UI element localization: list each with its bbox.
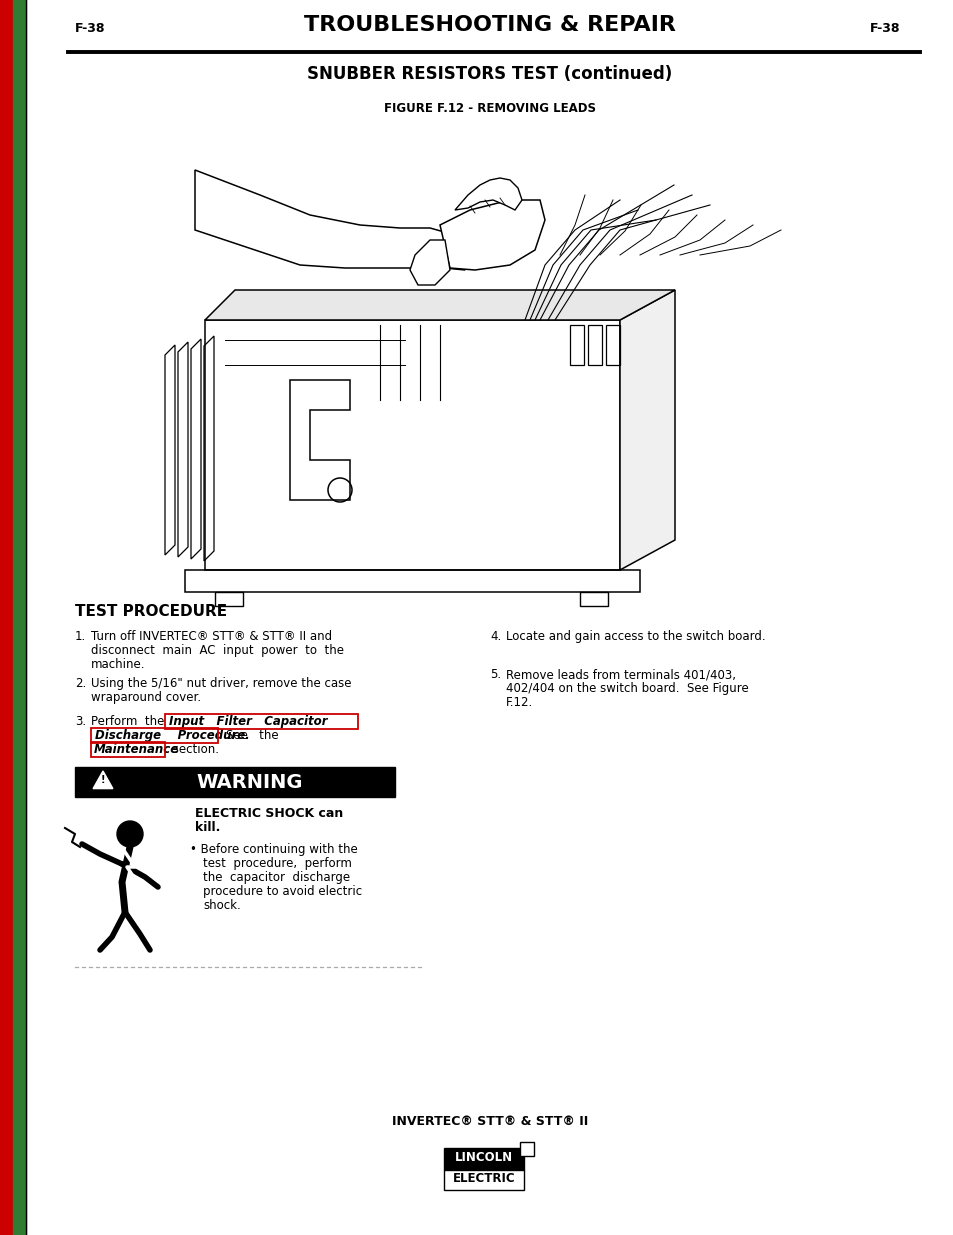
Text: TEST PROCEDURE: TEST PROCEDURE <box>75 604 227 619</box>
Text: wraparound cover.: wraparound cover. <box>91 692 201 704</box>
Polygon shape <box>93 771 112 789</box>
Text: Return to Master TOC: Return to Master TOC <box>14 829 24 911</box>
Text: INVERTEC® STT® & STT® II: INVERTEC® STT® & STT® II <box>392 1115 587 1128</box>
Bar <box>75 767 395 797</box>
Text: 402/404 on the switch board.  See Figure: 402/404 on the switch board. See Figure <box>505 682 748 695</box>
Text: F.12.: F.12. <box>505 697 533 709</box>
Text: 5.: 5. <box>490 668 500 680</box>
Text: LINCOLN: LINCOLN <box>455 1151 513 1165</box>
Bar <box>519 1142 534 1156</box>
Text: WARNING: WARNING <box>196 773 303 792</box>
Polygon shape <box>194 170 464 270</box>
Polygon shape <box>205 290 675 320</box>
Text: 2.: 2. <box>75 677 86 690</box>
Text: F-38: F-38 <box>868 22 899 35</box>
Polygon shape <box>455 178 521 210</box>
Bar <box>605 325 619 366</box>
Polygon shape <box>204 336 213 561</box>
Text: • Before continuing with the: • Before continuing with the <box>190 844 357 856</box>
Text: 1.: 1. <box>75 630 86 643</box>
Text: Return to Section TOC: Return to Section TOC <box>2 127 10 212</box>
Text: test  procedure,  perform: test procedure, perform <box>203 857 352 869</box>
Text: Perform  the: Perform the <box>91 715 164 727</box>
Bar <box>91 727 218 743</box>
Text: 3.: 3. <box>75 715 86 727</box>
Text: F-38: F-38 <box>75 22 106 35</box>
Text: disconnect  main  AC  input  power  to  the: disconnect main AC input power to the <box>91 643 344 657</box>
Bar <box>185 571 639 592</box>
Polygon shape <box>619 290 675 571</box>
Bar <box>13 0 26 1235</box>
Bar <box>165 714 357 729</box>
Polygon shape <box>191 338 201 559</box>
Bar <box>443 1149 523 1170</box>
Text: the  capacitor  discharge: the capacitor discharge <box>203 871 350 884</box>
Bar <box>91 742 165 757</box>
Text: FIGURE F.12 - REMOVING LEADS: FIGURE F.12 - REMOVING LEADS <box>384 103 596 115</box>
Text: shock.: shock. <box>203 899 240 911</box>
Text: SNUBBER RESISTORS TEST (continued): SNUBBER RESISTORS TEST (continued) <box>307 65 672 83</box>
Text: section.: section. <box>169 743 219 756</box>
Text: Discharge    Procedure.: Discharge Procedure. <box>95 729 250 742</box>
Bar <box>443 1170 523 1191</box>
Circle shape <box>117 821 143 847</box>
Text: See   the: See the <box>226 729 278 742</box>
Text: Remove leads from terminals 401/403,: Remove leads from terminals 401/403, <box>505 668 735 680</box>
Text: Return to Section TOC: Return to Section TOC <box>2 458 10 542</box>
Text: ELECTRIC SHOCK can: ELECTRIC SHOCK can <box>194 806 343 820</box>
Text: TROUBLESHOOTING & REPAIR: TROUBLESHOOTING & REPAIR <box>304 15 676 35</box>
Text: Using the 5/16" nut driver, remove the case: Using the 5/16" nut driver, remove the c… <box>91 677 351 690</box>
Bar <box>0 0 13 1235</box>
Text: Return to Section TOC: Return to Section TOC <box>2 827 10 913</box>
Bar <box>579 592 607 606</box>
Text: machine.: machine. <box>91 658 146 671</box>
Text: kill.: kill. <box>194 821 220 834</box>
Polygon shape <box>178 342 188 557</box>
Text: procedure to avoid electric: procedure to avoid electric <box>203 885 362 898</box>
Text: ELECTRIC: ELECTRIC <box>453 1172 515 1186</box>
Text: Return to Master TOC: Return to Master TOC <box>14 458 24 541</box>
Text: Locate and gain access to the switch board.: Locate and gain access to the switch boa… <box>505 630 765 643</box>
Polygon shape <box>439 200 544 270</box>
Text: Input   Filter   Capacitor: Input Filter Capacitor <box>169 715 327 727</box>
Text: Turn off INVERTEC® STT® & STT® II and: Turn off INVERTEC® STT® & STT® II and <box>91 630 332 643</box>
Text: !: ! <box>101 776 105 785</box>
Bar <box>569 325 583 366</box>
Polygon shape <box>165 345 174 555</box>
Text: Maintenance: Maintenance <box>94 743 179 756</box>
Bar <box>214 592 243 606</box>
Polygon shape <box>410 240 450 285</box>
Bar <box>587 325 601 366</box>
Text: 4.: 4. <box>490 630 500 643</box>
Text: Return to Master TOC: Return to Master TOC <box>14 128 24 211</box>
